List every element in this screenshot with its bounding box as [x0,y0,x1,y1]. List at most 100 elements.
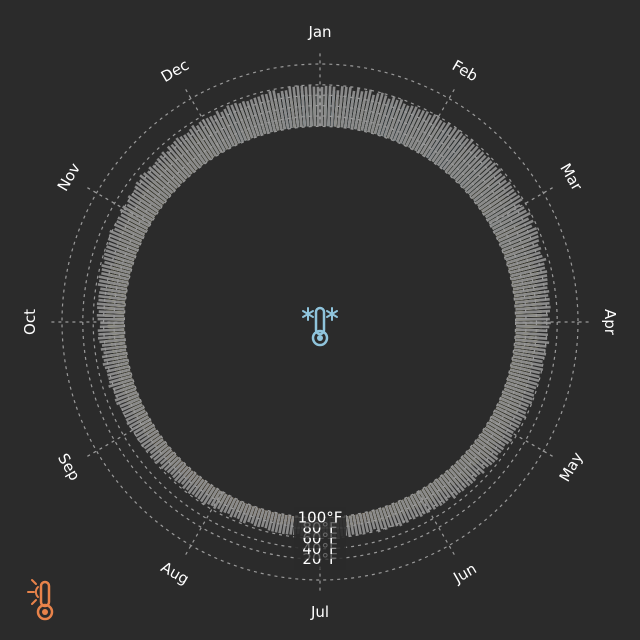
low-bar [163,456,180,471]
low-bar [122,403,143,415]
low-bar [109,229,141,246]
month-label: Dec [158,56,192,86]
low-bar [133,189,161,210]
low-bar [160,453,177,470]
low-bar [249,99,264,136]
low-bar [496,219,534,240]
low-bar [514,294,549,301]
low-bar [187,476,202,495]
low-bar [428,126,453,161]
low-bar [114,387,137,398]
low-bar [386,99,404,139]
low-bar [149,440,166,455]
low-bar [119,208,150,228]
low-bar [512,358,543,367]
low-bar [98,331,125,336]
low-bar [507,254,543,268]
low-bar [456,461,477,482]
low-bar [409,495,423,518]
low-bar [515,328,548,333]
low-bar [512,355,543,363]
low-bar [418,490,433,511]
low-bar [395,105,414,143]
low-bar [509,262,545,275]
low-bar [397,500,410,524]
low-bar [415,491,430,514]
low-bar [465,451,486,470]
low-bar [242,504,252,524]
low-bar [108,378,133,388]
low-bar [118,216,147,234]
low-bar [503,387,533,401]
low-bar [105,249,135,262]
low-bar [327,85,332,127]
month-label: Nov [54,160,84,194]
low-bar [510,365,541,375]
low-bar [177,468,192,484]
low-bar [479,185,513,210]
low-bar [126,203,154,222]
ring-label-bg [294,507,346,528]
low-bar [136,427,156,441]
low-bar [126,412,148,426]
low-bar [463,453,485,475]
low-bar [106,365,130,373]
low-bar [260,94,273,133]
low-bar [264,93,277,132]
low-bar [491,415,517,431]
low-bar [485,424,513,442]
low-bar [166,145,193,175]
low-bar [133,421,153,435]
low-bar [484,427,510,445]
low-bar [170,143,196,173]
low-bar [104,361,129,370]
low-bar [515,301,550,308]
low-bar [355,514,362,535]
low-bar [468,168,502,197]
low-bar [391,503,403,527]
low-bar [289,515,295,535]
low-bar [98,279,128,288]
low-bar [432,480,449,502]
low-bar [202,486,216,505]
low-bar [389,103,406,140]
grid-spoke [489,419,556,459]
low-bar [506,251,541,265]
grid-spoke [84,185,151,225]
low-bar [431,127,457,163]
low-bar [97,335,125,340]
low-bar [131,192,159,213]
low-bar [444,138,474,173]
low-bar [135,181,165,205]
low-bar [481,188,515,213]
low-bar [134,185,163,208]
low-bar [233,102,251,140]
low-bar [140,432,160,448]
low-bar [394,502,406,524]
low-bar [506,381,535,393]
low-bar [174,465,189,482]
low-bar [453,463,474,485]
month-label: Sep [54,450,84,483]
low-bar [442,138,470,171]
low-bar [101,271,129,281]
low-bar [98,310,125,315]
low-bar [97,328,125,332]
low-bar [103,355,128,362]
low-bar [264,511,272,529]
low-bar [212,491,225,510]
low-bar [348,515,355,535]
low-bar [226,105,245,143]
low-bar [427,484,443,507]
low-bar [380,96,396,137]
low-bar [515,309,551,315]
grid-spoke [417,86,457,153]
low-bar [296,85,303,128]
low-bar [502,390,533,405]
grid-spoke [183,491,223,558]
low-bar [191,124,215,159]
low-bar [515,335,548,340]
low-bar [166,150,191,178]
low-bar [268,90,280,131]
